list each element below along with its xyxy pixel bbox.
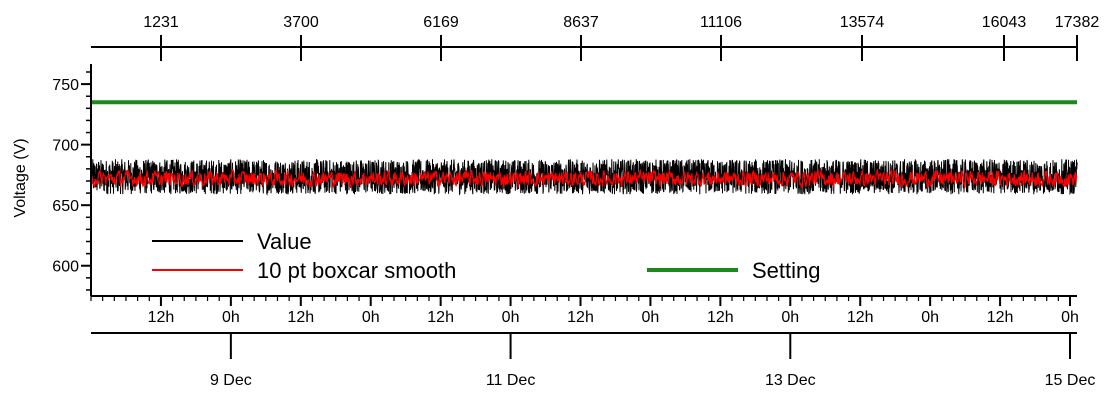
date-axis-tick-label: 15 Dec: [1045, 372, 1096, 389]
legend-label-setting: Setting: [752, 258, 821, 283]
plot-area: [91, 100, 1078, 196]
top-axis-tick-label: 1231: [143, 14, 179, 31]
top-axis-tick-label: 8637: [563, 14, 599, 31]
legend: Value 10 pt boxcar smooth Setting: [152, 229, 821, 283]
time-axis-tick-label: 0h: [362, 309, 380, 326]
series-smooth-line: [91, 167, 1078, 189]
y-axis-tick-label: 750: [52, 77, 79, 94]
y-axis-title: Voltage (V): [12, 138, 29, 217]
time-axis-tick-label: 12h: [847, 309, 874, 326]
date-axis: 9 Dec 11 Dec 13 Dec 15 Dec: [91, 332, 1096, 389]
top-axis-tick-label: 16043: [982, 14, 1027, 31]
y-axis-tick-label: 600: [52, 259, 79, 276]
time-axis-tick-label: 0h: [1061, 309, 1079, 326]
time-axis-tick-label: 0h: [642, 309, 660, 326]
y-axis-tick-label: 700: [52, 138, 79, 155]
time-axis-tick-label: 12h: [287, 309, 314, 326]
top-axis-tick-label: 3700: [283, 14, 319, 31]
series-value-line: [91, 158, 1078, 196]
top-axis: 1231 3700 6169 8637 11106 13574 16043 17382: [91, 14, 1099, 61]
date-axis-tick-label: 13 Dec: [765, 372, 816, 389]
time-axis-tick-label: 0h: [781, 309, 799, 326]
top-axis-tick-label: 13574: [840, 14, 885, 31]
time-axis-tick-label: 12h: [567, 309, 594, 326]
date-axis-tick-label: 11 Dec: [486, 372, 536, 389]
time-axis-tick-label: 0h: [222, 309, 240, 326]
y-axis: 600 650 700 750: [52, 64, 92, 296]
time-axis-tick-label: 12h: [148, 309, 175, 326]
date-axis-tick-label: 9 Dec: [210, 372, 252, 389]
top-axis-tick-label: 6169: [423, 14, 459, 31]
time-axis-tick-label: 12h: [707, 309, 734, 326]
y-axis-tick-label: 650: [52, 198, 79, 215]
time-axis-tick-label: 12h: [987, 309, 1014, 326]
time-axis-tick-label: 12h: [427, 309, 454, 326]
time-axis-tick-label: 0h: [921, 309, 939, 326]
legend-label-value: Value: [257, 229, 312, 254]
top-axis-tick-label: 11106: [700, 14, 742, 31]
top-axis-tick-label: 17382: [1055, 14, 1100, 31]
time-axis-tick-label: 0h: [502, 309, 520, 326]
legend-label-10-pt-boxcar-smooth: 10 pt boxcar smooth: [257, 258, 456, 283]
time-axis: 12h 0h 12h 0h 12h 0h 12h 0h 12h 0h 12h 0h 12h 0h: [90, 295, 1079, 326]
